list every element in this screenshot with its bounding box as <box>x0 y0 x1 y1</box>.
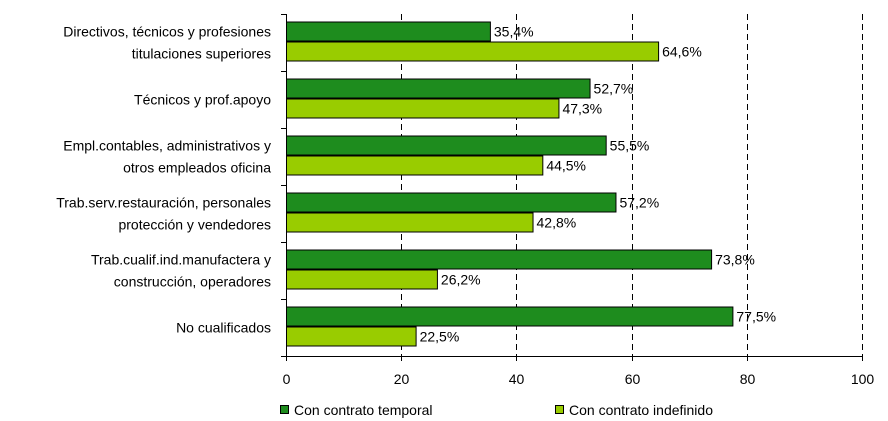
data-label-indefinido-1: 47,3% <box>562 101 602 117</box>
bar-temporal-3 <box>286 192 617 213</box>
data-label-temporal-3: 57,2% <box>619 195 659 211</box>
bar-indefinido-0 <box>286 41 660 62</box>
legend-swatch-indefinido <box>555 405 564 414</box>
data-label-temporal-5: 77,5% <box>736 309 776 325</box>
data-label-indefinido-5: 22,5% <box>420 329 460 345</box>
data-label-temporal-2: 55,5% <box>610 138 650 154</box>
x-tick-label-40: 40 <box>509 371 525 387</box>
x-tick-label-20: 20 <box>394 371 410 387</box>
legend-label-temporal: Con contrato temporal <box>294 402 433 418</box>
category-label-1: Técnicos y prof.apoyo <box>134 92 271 108</box>
bar-indefinido-3 <box>286 212 534 233</box>
bar-temporal-2 <box>286 135 607 156</box>
x-tick-label-100: 100 <box>851 371 875 387</box>
legend-swatch-temporal <box>280 405 289 414</box>
category-label-5: No cualificados <box>176 320 271 336</box>
bar-temporal-5 <box>286 306 734 327</box>
legend-label-indefinido: Con contrato indefinido <box>569 402 713 418</box>
category-label-0: Directivos, técnicos y profesiones titula… <box>63 24 271 62</box>
x-tick-label-0: 0 <box>283 371 291 387</box>
bar-temporal-4 <box>286 249 713 270</box>
category-label-4: Trab.cualif.ind.manufactera y construcció… <box>91 252 271 290</box>
data-label-indefinido-2: 44,5% <box>546 158 586 174</box>
category-label-2: Empl.contables, administrativos y otros e… <box>63 138 271 176</box>
data-label-temporal-1: 52,7% <box>594 81 634 97</box>
data-label-indefinido-0: 64,6% <box>662 44 702 60</box>
data-label-temporal-0: 35,4% <box>494 24 534 40</box>
bar-indefinido-2 <box>286 155 544 176</box>
x-tick-label-80: 80 <box>740 371 756 387</box>
bar-temporal-1 <box>286 78 591 99</box>
data-label-indefinido-3: 42,8% <box>537 215 577 231</box>
bar-indefinido-4 <box>286 269 438 290</box>
bar-indefinido-5 <box>286 326 417 347</box>
data-label-indefinido-4: 26,2% <box>441 272 481 288</box>
bar-temporal-0 <box>286 21 491 42</box>
category-label-3: Trab.serv.restauración, personales protec… <box>56 195 271 233</box>
data-label-temporal-4: 73,8% <box>715 252 755 268</box>
bar-indefinido-1 <box>286 98 560 119</box>
x-tick-label-60: 60 <box>625 371 641 387</box>
